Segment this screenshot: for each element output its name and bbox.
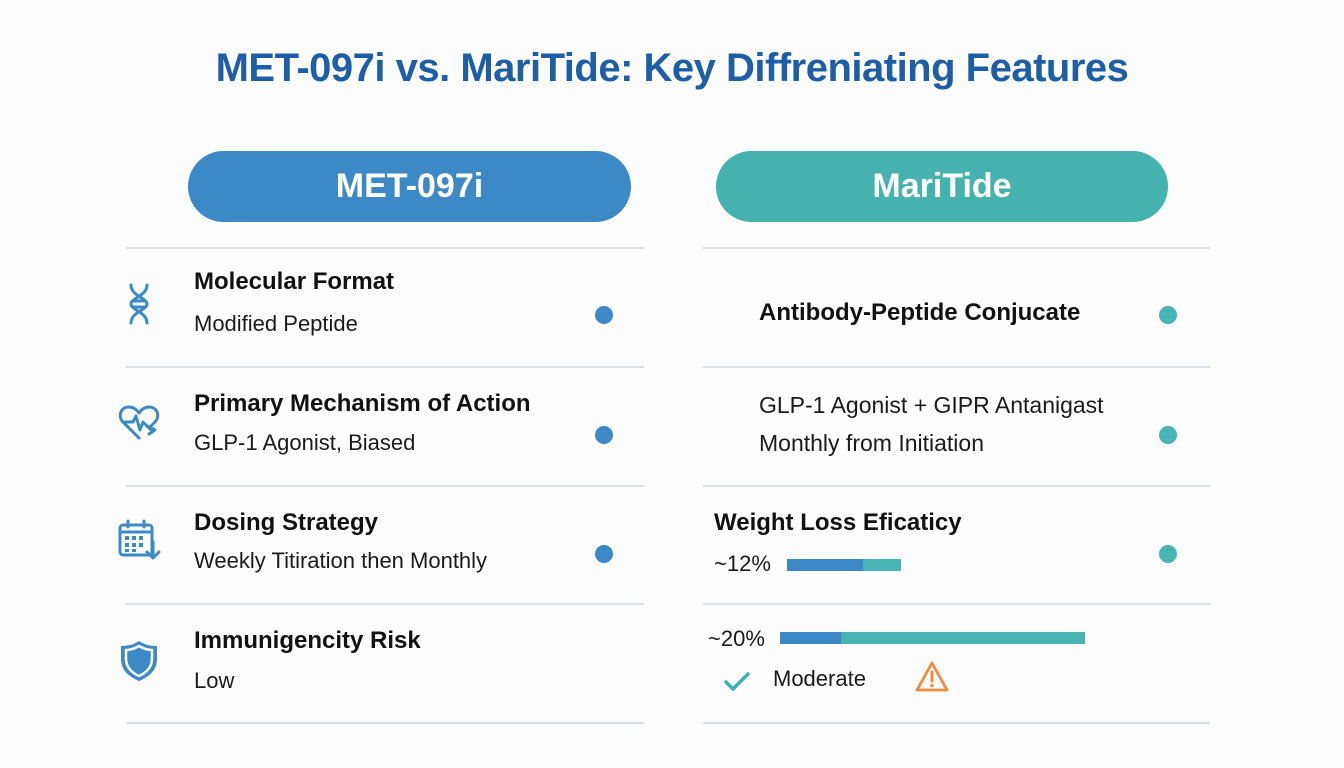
maritide-header: MariTide (716, 151, 1168, 222)
efficacy-label: Weight Loss Eficaticy (714, 509, 962, 536)
divider (703, 722, 1210, 724)
efficacy-value-2: ~20% (708, 626, 765, 651)
efficacy-value-1: ~12% (714, 551, 771, 576)
met-indicator-dot (595, 306, 613, 324)
maritide-immunogenicity-value: Moderate (773, 666, 866, 691)
efficacy-bar-2-blue-segment (780, 632, 841, 644)
heart-pulse-icon (118, 405, 160, 440)
divider (126, 366, 644, 368)
divider (703, 603, 1210, 605)
row-label: Molecular Format (194, 268, 395, 295)
maritide-mechanism: GLP-1 Agonist + GIPR Antanigast (759, 392, 1104, 418)
maritide-indicator-dot (1159, 426, 1177, 444)
warning-icon (915, 661, 949, 692)
efficacy-bar-1-blue-segment (787, 559, 864, 571)
row-value: GLP-1 Agonist, Biased (194, 430, 416, 455)
divider (703, 247, 1210, 249)
maritide-indicator-dot (1159, 306, 1177, 324)
maritide-molecular-format: Antibody-Peptide Conjucate (759, 299, 1081, 326)
met-indicator-dot (595, 426, 613, 444)
row-label: Dosing Strategy (194, 509, 379, 536)
row-label: Immunigencity Risk (194, 627, 421, 654)
row-label: Primary Mechanism of Action (194, 390, 531, 417)
efficacy-bar-1 (787, 559, 901, 571)
dna-icon (129, 283, 149, 325)
maritide-indicator-dot (1159, 545, 1177, 563)
row-value: Weekly Titiration then Monthly (194, 548, 488, 573)
maritide-dosing: Monthly from Initiation (759, 430, 984, 456)
check-icon (724, 672, 750, 691)
efficacy-bar-1-teal-segment (863, 559, 901, 571)
divider (126, 247, 644, 249)
divider (126, 485, 644, 487)
divider (703, 366, 1210, 368)
row-value: Modified Peptide (194, 311, 358, 336)
efficacy-bar-2 (780, 632, 1085, 644)
efficacy-bar-2-teal-segment (841, 632, 1085, 644)
row-value: Low (194, 668, 235, 693)
divider (126, 722, 644, 724)
calendar-download-icon (118, 519, 161, 560)
met-097i-header: MET-097i (188, 151, 631, 222)
divider (126, 603, 644, 605)
divider (703, 485, 1210, 487)
shield-icon (121, 641, 157, 681)
met-indicator-dot (595, 545, 613, 563)
page-title: MET-097i vs. MariTide: Key Diffreniating… (215, 46, 1129, 90)
